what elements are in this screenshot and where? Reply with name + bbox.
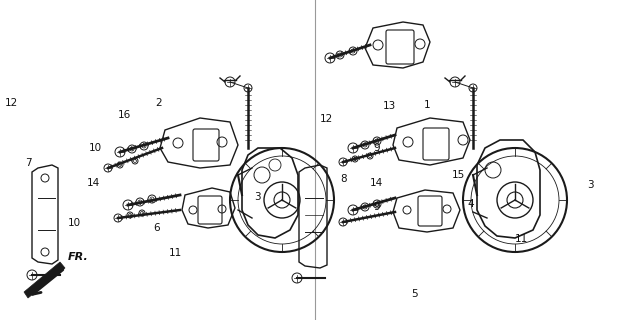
Text: FR.: FR. [68,252,89,262]
Text: 5: 5 [411,289,418,299]
Text: 1: 1 [424,100,430,110]
Text: 3: 3 [254,192,260,202]
Text: 2: 2 [156,98,162,108]
Text: 11: 11 [168,248,182,259]
Text: 13: 13 [382,101,396,111]
Text: 3: 3 [588,180,594,190]
Text: 16: 16 [118,109,132,120]
Text: 14: 14 [370,178,384,188]
Text: 4: 4 [468,199,474,209]
Text: 9: 9 [374,143,380,153]
Text: 14: 14 [86,178,100,188]
Text: 7: 7 [25,157,32,168]
Text: 6: 6 [153,223,159,233]
Text: 11: 11 [515,234,529,244]
Text: 12: 12 [319,114,333,124]
Text: 10: 10 [89,143,102,153]
Polygon shape [24,262,65,298]
Text: 8: 8 [340,173,347,184]
Text: 9: 9 [374,202,380,212]
Text: 10: 10 [68,218,81,228]
Text: 12: 12 [4,98,18,108]
Text: 15: 15 [452,170,466,180]
